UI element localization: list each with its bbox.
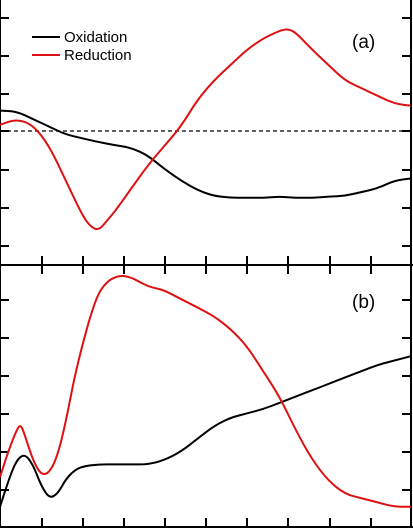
reduction-line <box>0 28 412 231</box>
legend: Oxidation Reduction <box>32 29 132 64</box>
legend-label-reduction: Reduction <box>64 47 132 64</box>
panel-b: (b) <box>0 265 413 528</box>
panel-label-a: (a) <box>352 32 375 53</box>
series-line-red <box>0 274 411 508</box>
panel-a-ticks <box>0 17 411 265</box>
panel-label-b: (b) <box>352 292 375 313</box>
oxidation-line <box>0 109 412 199</box>
panel-b-ticks <box>0 265 411 527</box>
legend-label-oxidation: Oxidation <box>64 29 127 46</box>
panel-a: Oxidation Reduction (a) <box>0 0 413 266</box>
series-line-black <box>0 355 412 508</box>
